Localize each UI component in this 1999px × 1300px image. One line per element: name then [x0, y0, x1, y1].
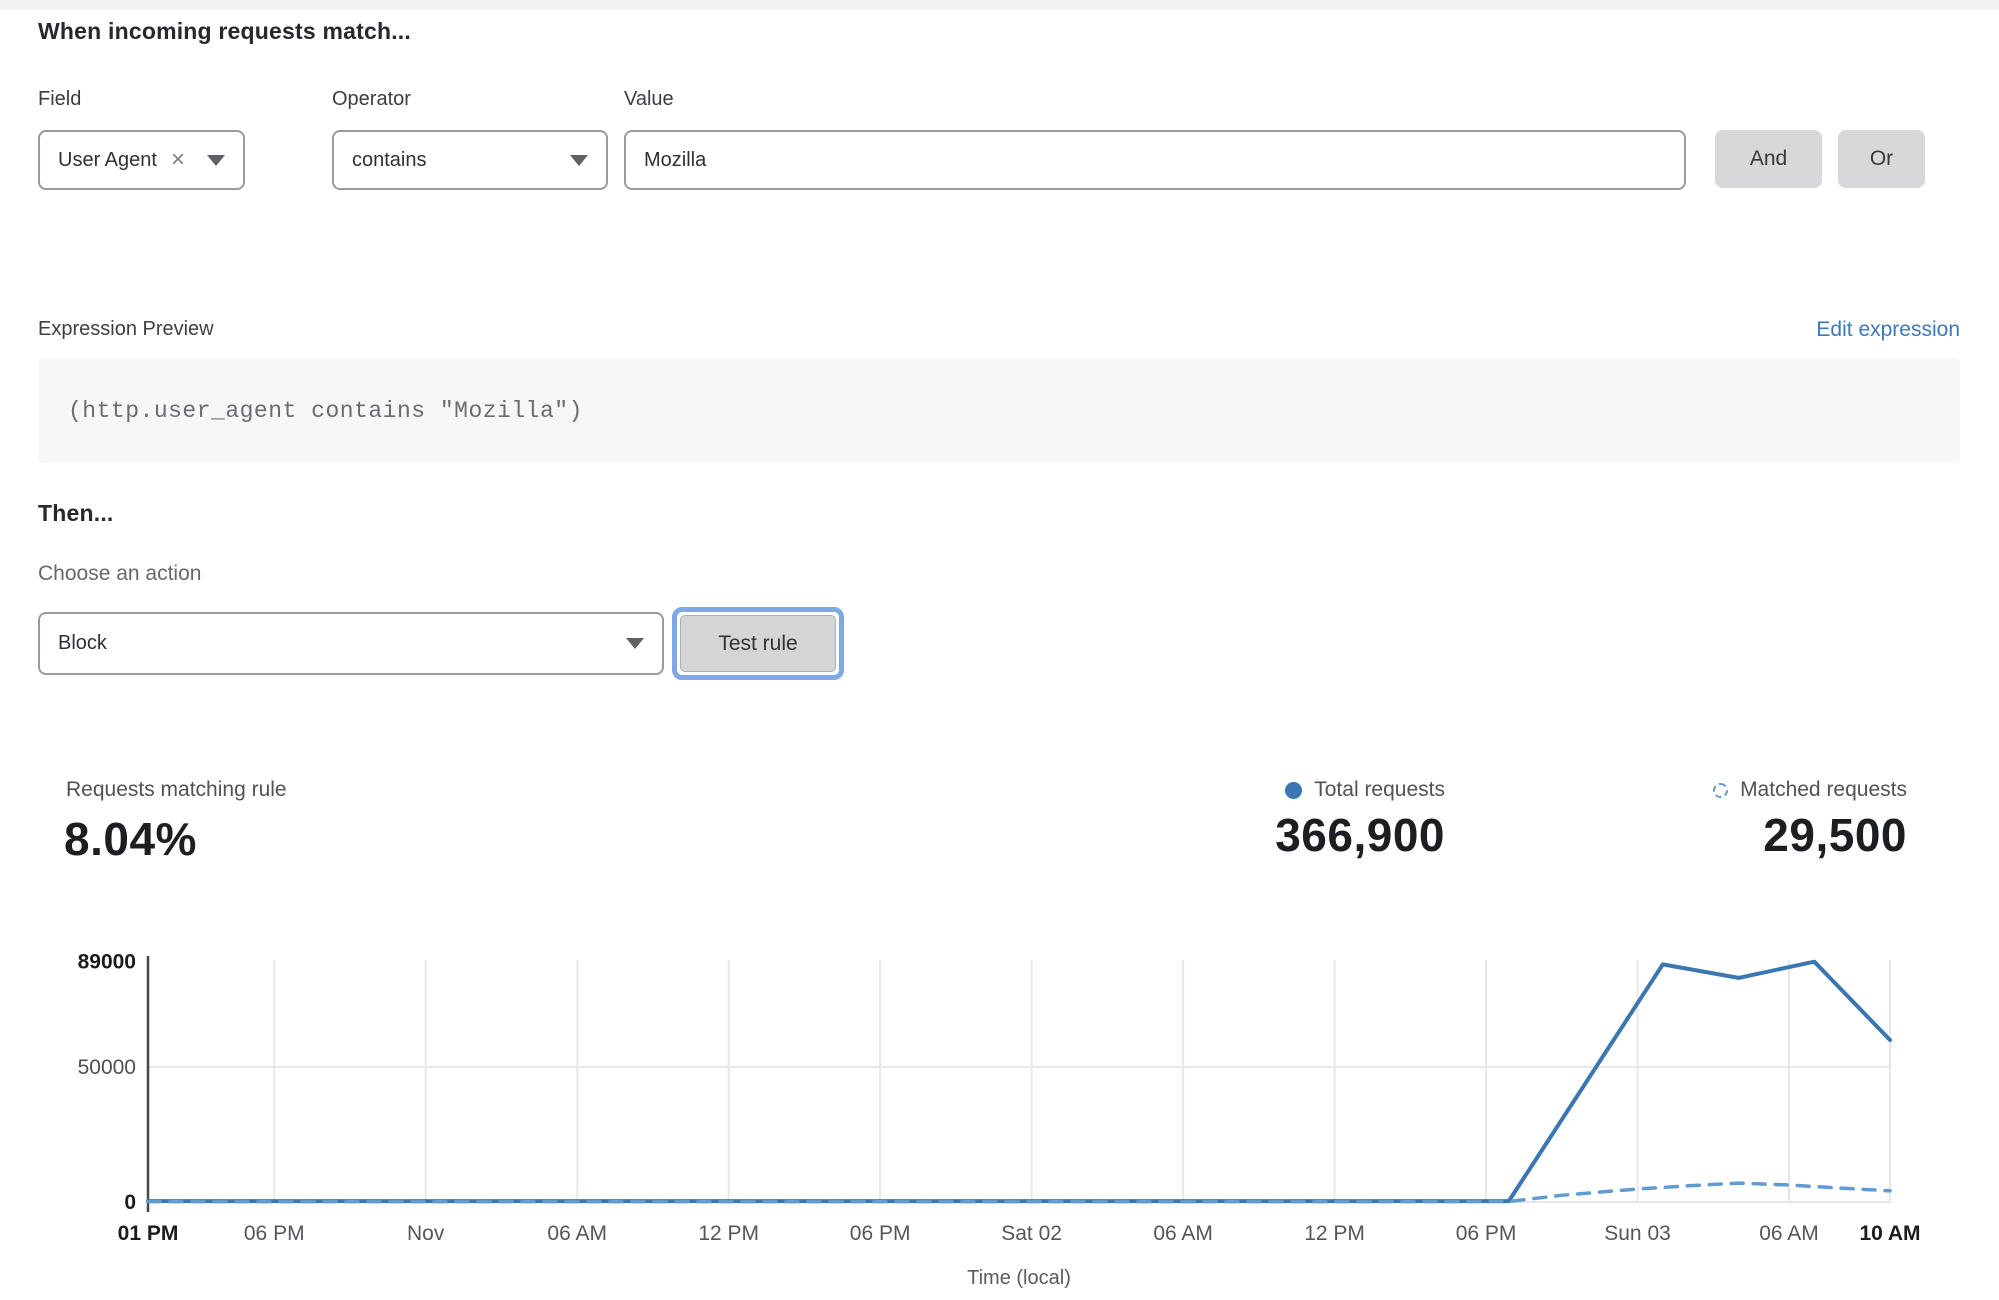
operator-select[interactable]: contains: [332, 130, 608, 190]
y-tick-label: 0: [124, 1191, 136, 1214]
requests-matching-label: Requests matching rule: [66, 778, 287, 801]
clear-field-icon[interactable]: ×: [170, 146, 185, 173]
action-select-value: Block: [58, 632, 107, 654]
matched-requests-label: Matched requests: [1740, 778, 1907, 801]
operator-label: Operator: [332, 88, 411, 110]
x-tick-label: Nov: [407, 1222, 445, 1245]
x-axis-title: Time (local): [967, 1267, 1071, 1289]
chevron-down-icon: [570, 154, 588, 166]
page-title: When incoming requests match...: [38, 18, 411, 44]
x-tick-label: 06 PM: [1456, 1222, 1517, 1245]
total-requests-stat: Total requests 366,900: [1145, 778, 1445, 862]
value-input[interactable]: [624, 130, 1686, 190]
then-heading: Then...: [38, 500, 114, 526]
field-select-value: User Agent: [58, 148, 157, 171]
requests-chart-svg: 0 50000 89000 01 PM 06 PM Nov 06 AM 12 PM 06 PM S…: [78, 951, 1921, 1289]
total-requests-line: [146, 959, 1892, 1204]
top-edge: [0, 0, 1999, 10]
and-button[interactable]: And: [1715, 130, 1822, 188]
x-tick-label: 06 AM: [1153, 1222, 1213, 1245]
x-tick-label: 10 AM: [1859, 1222, 1920, 1245]
matched-requests-line: [146, 1181, 1892, 1204]
or-button[interactable]: Or: [1838, 130, 1925, 188]
test-rule-button[interactable]: Test rule: [680, 615, 836, 672]
field-select[interactable]: User Agent ×: [38, 130, 245, 190]
x-tick-label: Sun 03: [1604, 1222, 1671, 1245]
total-requests-legend-icon: [1285, 781, 1303, 799]
total-requests-value: 366,900: [1275, 809, 1445, 861]
x-tick-label: 06 PM: [850, 1222, 911, 1245]
chevron-down-icon: [626, 638, 644, 649]
x-tick-label: 06 AM: [1759, 1222, 1819, 1245]
x-tick-label: 01 PM: [118, 1222, 179, 1245]
choose-action-label: Choose an action: [38, 562, 202, 585]
operator-select-value: contains: [352, 148, 427, 171]
x-tick-label: 06 PM: [244, 1222, 305, 1245]
expression-code: (http.user_agent contains "Mozilla"): [68, 397, 583, 424]
y-tick-label: 89000: [78, 951, 136, 974]
matched-requests-value: 29,500: [1763, 809, 1907, 861]
chevron-down-icon: [207, 154, 225, 166]
x-tick-label: 06 AM: [547, 1222, 607, 1245]
field-label: Field: [38, 88, 82, 110]
requests-chart: 0 50000 89000 01 PM 06 PM Nov 06 AM 12 PM 06 PM S…: [0, 930, 1999, 1295]
x-tick-label: 12 PM: [1304, 1222, 1365, 1245]
matched-requests-legend-icon: [1713, 782, 1729, 798]
matched-requests-stat: Matched requests 29,500: [1587, 778, 1907, 862]
expression-code-box: (http.user_agent contains "Mozilla"): [38, 358, 1960, 463]
test-rule-focus-ring: Test rule: [672, 607, 844, 680]
expression-preview-label: Expression Preview: [38, 318, 214, 340]
edit-expression-link[interactable]: Edit expression: [1816, 318, 1960, 341]
total-requests-label: Total requests: [1314, 778, 1445, 801]
requests-matching-value: 8.04%: [64, 813, 197, 865]
x-tick-label: Sat 02: [1001, 1222, 1062, 1245]
action-select[interactable]: Block: [38, 612, 664, 675]
value-label: Value: [624, 88, 674, 110]
y-tick-label: 50000: [78, 1056, 136, 1079]
x-tick-label: 12 PM: [698, 1222, 759, 1245]
